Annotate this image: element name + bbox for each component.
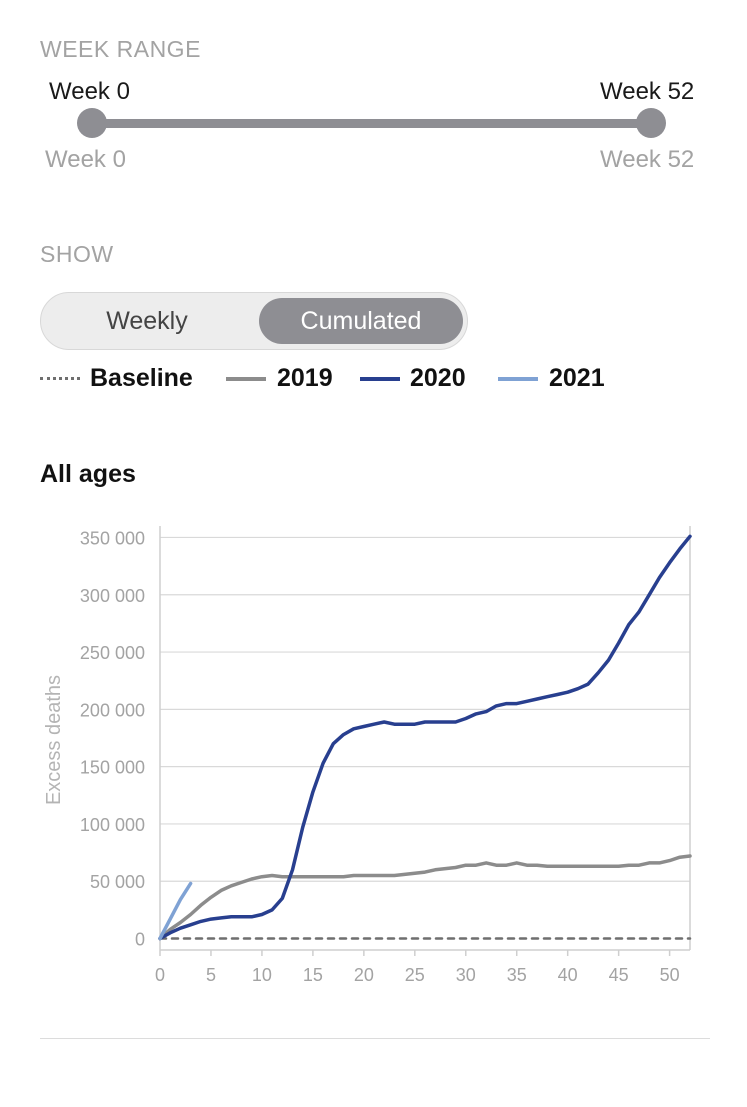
legend-swatch-2021	[498, 377, 538, 381]
y-tick-label: 250 000	[80, 643, 145, 663]
week-range-label: WEEK RANGE	[40, 36, 201, 62]
axes	[159, 526, 691, 956]
show-label: SHOW	[40, 241, 114, 267]
week-range-slider-track[interactable]	[92, 119, 651, 128]
range-min-label: Week 0	[45, 146, 126, 173]
range-max-label: Week 52	[600, 146, 695, 173]
y-tick-label: 200 000	[80, 700, 145, 720]
gridlines	[160, 536, 690, 882]
y-tick-label: 0	[135, 930, 145, 950]
chart-title: All ages	[40, 460, 136, 488]
legend-swatch-2020	[360, 377, 400, 381]
range-selected-max: Week 52	[600, 78, 695, 105]
x-tick-label: 10	[252, 965, 272, 985]
week-range-max-handle[interactable]	[636, 108, 666, 138]
y-tick-label: 150 000	[80, 758, 145, 778]
series-line-2021	[158, 881, 193, 941]
x-tick-label: 0	[155, 965, 165, 985]
series-lines	[158, 534, 692, 941]
legend-label-baseline: Baseline	[90, 364, 193, 392]
y-tick-label: 50 000	[90, 872, 145, 892]
y-tick-label: 350 000	[80, 528, 145, 548]
legend-label-2020: 2020	[410, 364, 466, 392]
x-tick-label: 35	[507, 965, 527, 985]
week-range-min-handle[interactable]	[77, 108, 107, 138]
x-tick-label: 50	[660, 965, 680, 985]
x-tick-label: 30	[456, 965, 476, 985]
y-tick-label: 100 000	[80, 815, 145, 835]
x-tick-label: 25	[405, 965, 425, 985]
legend-label-2019: 2019	[277, 364, 333, 392]
legend-swatch-baseline	[40, 377, 80, 380]
series-line-2020	[158, 534, 692, 941]
x-tick-label: 45	[609, 965, 629, 985]
show-toggle: Weekly Cumulated	[40, 292, 468, 350]
bottom-divider	[40, 1038, 710, 1039]
x-tick-label: 5	[206, 965, 216, 985]
x-tick-label: 15	[303, 965, 323, 985]
legend-label-2021: 2021	[549, 364, 605, 392]
legend-swatch-2019	[226, 377, 266, 381]
series-line-2019	[158, 854, 692, 941]
y-tick-label: 300 000	[80, 586, 145, 606]
x-tick-label: 40	[558, 965, 578, 985]
toggle-cumulated-option[interactable]: Cumulated	[259, 298, 463, 344]
range-selected-min: Week 0	[49, 78, 130, 105]
x-tick-label: 20	[354, 965, 374, 985]
x-tick-labels: 0 5 10 15 20 25 30 35 40 45 50	[155, 965, 680, 985]
toggle-weekly-option[interactable]: Weekly	[106, 307, 188, 335]
y-tick-labels: 0 50 000 100 000 150 000 200 000 250 000 300 0…	[80, 528, 145, 949]
y-axis-label: Excess deaths	[43, 675, 65, 805]
